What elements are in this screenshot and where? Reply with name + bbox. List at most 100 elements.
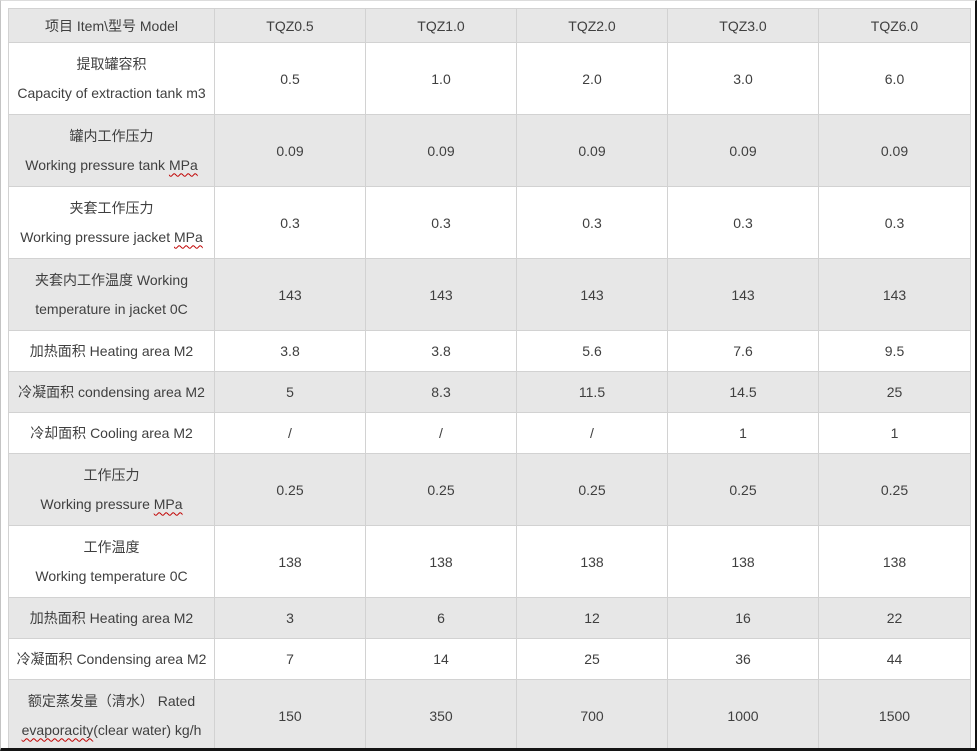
row-label: 冷凝面积 Condensing area M2 (8, 638, 215, 680)
spec-value-cell: 150 (214, 679, 366, 748)
header-row: 项目 Item\型号 Model TQZ0.5 TQZ1.0 TQZ2.0 TQZ3.… (8, 8, 971, 43)
spec-value-cell: 14.5 (667, 371, 819, 413)
spec-value-cell: 5 (214, 371, 366, 413)
label-text: 罐内工作压力 (69, 127, 154, 144)
spec-value-cell: / (516, 412, 668, 454)
item-model-column-header: 项目 Item\型号 Model (8, 8, 215, 43)
spec-value-cell: 0.3 (818, 186, 971, 259)
spec-value-cell: 0.09 (365, 114, 517, 187)
spec-value-cell: 3.8 (214, 330, 366, 372)
label-text: (clear water) kg/h (93, 721, 202, 738)
spec-value-cell: / (214, 412, 366, 454)
spec-value-cell: 6 (365, 597, 517, 639)
spec-value-cell: 0.25 (818, 453, 971, 526)
model-column-header: TQZ3.0 (667, 8, 819, 43)
label-text: Working pressure (40, 495, 154, 512)
spec-value-cell: 1 (667, 412, 819, 454)
label-line: 加热面积 Heating area M2 (13, 337, 210, 366)
spec-value-cell: 9.5 (818, 330, 971, 372)
label-text: Working pressure jacket (20, 228, 174, 245)
spec-value-cell: 1000 (667, 679, 819, 748)
label-line: Working pressure MPa (13, 490, 210, 519)
spec-value-cell: 3 (214, 597, 366, 639)
row-label: 夹套工作压力 Working pressure jacket MPa (8, 186, 215, 259)
spec-value-cell: 12 (516, 597, 668, 639)
table-row: 加热面积 Heating area M2 3.8 3.8 5.6 7.6 9.5 (8, 330, 971, 372)
spec-table-body: 提取罐容积 Capacity of extraction tank m3 0.5 1.… (8, 42, 971, 748)
spec-value-cell: 16 (667, 597, 819, 639)
model-column-header: TQZ6.0 (818, 8, 971, 43)
spec-value-cell: 0.25 (667, 453, 819, 526)
spec-value-cell: 0.09 (214, 114, 366, 187)
misspelled-word: MPa (168, 156, 198, 173)
spec-value-cell: 0.25 (516, 453, 668, 526)
spec-value-cell: 5.6 (516, 330, 668, 372)
label-line: 额定蒸发量（清水） Rated (13, 687, 210, 716)
label-text: 额定蒸发量（清水） Rated (27, 692, 196, 709)
spec-value-cell: 143 (818, 258, 971, 331)
spec-value-cell: 8.3 (365, 371, 517, 413)
spec-value-cell: 1.0 (365, 42, 517, 115)
table-row: 夹套内工作温度 Working temperature in jacket 0C 1… (8, 258, 971, 331)
misspelled-word: MPa (174, 228, 203, 245)
table-row: 工作压力 Working pressure MPa 0.25 0.25 0.25 0.25… (8, 453, 971, 526)
spec-value-cell: 14 (365, 638, 517, 680)
label-line: Working temperature 0C (13, 562, 210, 591)
spec-value-cell: 0.3 (214, 186, 366, 259)
label-line: temperature in jacket 0C (13, 295, 210, 324)
spec-value-cell: 0.09 (667, 114, 819, 187)
model-column-header: TQZ1.0 (365, 8, 517, 43)
spec-value-cell: 0.3 (365, 186, 517, 259)
label-line: 罐内工作压力 (13, 122, 210, 151)
table-row: 加热面积 Heating area M2 3 6 12 16 22 (8, 597, 971, 639)
label-text: temperature in jacket 0C (35, 300, 188, 317)
row-label: 冷却面积 Cooling area M2 (8, 412, 215, 454)
label-text: 冷却面积 Cooling area M2 (30, 424, 193, 441)
label-line: 提取罐容积 (13, 50, 210, 79)
spec-value-cell: 700 (516, 679, 668, 748)
label-line: Capacity of extraction tank m3 (13, 79, 210, 108)
spec-value-cell: 3.8 (365, 330, 517, 372)
spec-value-cell: / (365, 412, 517, 454)
row-label: 额定蒸发量（清水） Rated evaporacity(clear water) … (8, 679, 215, 748)
spec-value-cell: 0.3 (667, 186, 819, 259)
label-text: 加热面积 Heating area M2 (29, 342, 194, 359)
label-text: 夹套内工作温度 Working (35, 271, 188, 288)
label-text: Capacity of extraction tank m3 (17, 84, 206, 101)
label-line: 工作压力 (13, 461, 210, 490)
misspelled-word: MPa (153, 495, 183, 512)
spec-value-cell: 25 (516, 638, 668, 680)
table-row: 提取罐容积 Capacity of extraction tank m3 0.5 1.… (8, 42, 971, 115)
spec-value-cell: 7 (214, 638, 366, 680)
label-text: 提取罐容积 (76, 55, 147, 72)
spec-value-cell: 3.0 (667, 42, 819, 115)
spec-value-cell: 1500 (818, 679, 971, 748)
spec-value-cell: 0.09 (818, 114, 971, 187)
label-line: 冷却面积 Cooling area M2 (13, 419, 210, 448)
row-label: 提取罐容积 Capacity of extraction tank m3 (8, 42, 215, 115)
spec-value-cell: 25 (818, 371, 971, 413)
label-line: 工作温度 (13, 533, 210, 562)
table-row: 冷却面积 Cooling area M2///1 1 (8, 412, 971, 454)
table-row: 罐内工作压力 Working pressure tank MPa 0.09 0.09 0… (8, 114, 971, 187)
spec-value-cell: 138 (516, 525, 668, 598)
spec-value-cell: 11.5 (516, 371, 668, 413)
label-text: 冷凝面积 condensing area M2 (18, 383, 205, 400)
spec-value-cell: 0.25 (365, 453, 517, 526)
spec-value-cell: 143 (667, 258, 819, 331)
label-text: 冷凝面积 Condensing area M2 (16, 650, 207, 667)
row-label: 加热面积 Heating area M2 (8, 597, 215, 639)
spec-value-cell: 350 (365, 679, 517, 748)
spec-value-cell: 138 (818, 525, 971, 598)
label-text: 加热面积 Heating area M2 (29, 609, 194, 626)
spec-value-cell: 7.6 (667, 330, 819, 372)
label-line: evaporacity(clear water) kg/h (13, 716, 210, 745)
spec-value-cell: 44 (818, 638, 971, 680)
model-column-header: TQZ2.0 (516, 8, 668, 43)
label-line: 加热面积 Heating area M2 (13, 604, 210, 633)
spec-value-cell: 6.0 (818, 42, 971, 115)
spec-value-cell: 138 (214, 525, 366, 598)
spec-value-cell: 138 (365, 525, 517, 598)
row-label: 夹套内工作温度 Working temperature in jacket 0C (8, 258, 215, 331)
